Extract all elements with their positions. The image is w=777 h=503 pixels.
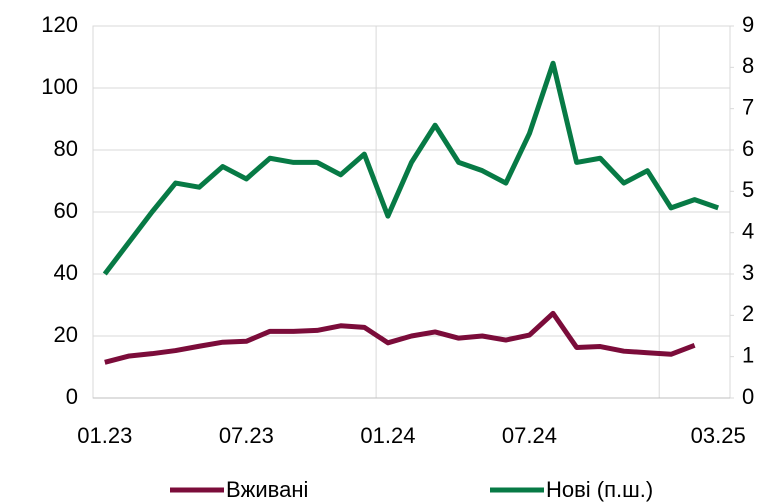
y2-tick-label: 6 (742, 136, 754, 161)
y2-tick-label: 9 (742, 12, 754, 37)
series-line (102, 60, 720, 276)
y2-tick-label: 3 (742, 260, 754, 285)
y-tick-label: 100 (41, 74, 78, 99)
legend-label: Нові (п.ш.) (546, 477, 653, 502)
legend-label: Вживані (226, 477, 308, 502)
series-line (104, 310, 696, 365)
y-tick-label: 20 (54, 322, 78, 347)
y-tick-label: 60 (54, 198, 78, 223)
x-tick-label: 07.23 (219, 423, 274, 448)
y2-tick-label: 7 (742, 94, 754, 119)
y2-tick-label: 2 (742, 301, 754, 326)
y-tick-label: 120 (41, 12, 78, 37)
x-tick-label: 07.24 (502, 423, 557, 448)
y-tick-label: 80 (54, 136, 78, 161)
y2-tick-label: 1 (742, 342, 754, 367)
y2-tick-label: 5 (742, 177, 754, 202)
y2-tick-label: 8 (742, 53, 754, 78)
x-tick-label: 03.25 (691, 423, 746, 448)
x-tick-label: 01.23 (77, 423, 132, 448)
y-tick-label: 40 (54, 260, 78, 285)
y2-tick-label: 0 (742, 384, 754, 409)
y2-tick-label: 4 (742, 218, 754, 243)
y-tick-label: 0 (66, 384, 78, 409)
x-tick-label: 01.24 (360, 423, 415, 448)
